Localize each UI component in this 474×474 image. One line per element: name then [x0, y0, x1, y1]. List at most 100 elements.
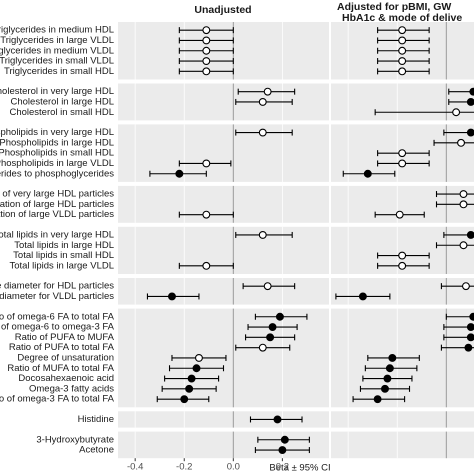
- panel-title: Unadjusted: [194, 4, 251, 16]
- point-estimate: [398, 57, 407, 65]
- row-label: rage diameter for VLDL particles: [0, 291, 114, 302]
- point-estimate: [202, 210, 211, 219]
- point-estimate: [381, 384, 389, 393]
- point-estimate: [466, 98, 474, 106]
- row-label: Total lipids in large VLDL: [9, 260, 114, 271]
- point-estimate: [385, 364, 394, 373]
- point-estimate: [202, 46, 211, 55]
- row-label: Omega-3 fatty acids: [29, 383, 114, 394]
- row-label: Cholesterol in very large HDL: [0, 86, 114, 97]
- point-estimate: [258, 231, 267, 239]
- point-estimate: [278, 446, 287, 454]
- panel-background: [118, 431, 329, 459]
- panel-background: [331, 278, 474, 305]
- row-label: rtion of very large HDL particles: [0, 189, 114, 200]
- row-label: Phospholipids in large HDL: [0, 137, 114, 148]
- row-label: Triglycerides in medium HDL: [0, 25, 114, 36]
- point-estimate: [202, 36, 211, 45]
- point-estimate: [195, 354, 203, 362]
- point-estimate: [398, 261, 407, 270]
- row-label: Cholesterol in small HDL: [9, 107, 114, 118]
- panel-background: [331, 411, 474, 428]
- row-label: Ratio of PUFA to total FA: [9, 342, 115, 353]
- row-label: Phospholipids in small HDL: [0, 148, 114, 159]
- point-estimate: [363, 169, 372, 178]
- point-estimate: [457, 138, 465, 147]
- row-label: Total lipids in very large HDL: [0, 229, 114, 240]
- panel-background: [118, 124, 329, 182]
- point-estimate: [459, 200, 468, 209]
- row-label: Cholesterol in large HDL: [11, 96, 115, 107]
- row-label: Ratio of PUFA to MUFA: [15, 332, 115, 343]
- point-estimate: [398, 67, 407, 76]
- point-estimate: [452, 108, 461, 117]
- point-estimate: [185, 384, 194, 393]
- point-estimate: [202, 159, 211, 168]
- row-label: Ratio of omega-6 to omega-3 FA: [0, 322, 115, 333]
- point-estimate: [466, 128, 474, 137]
- point-estimate: [398, 36, 407, 45]
- row-label: Phospholipids in large VLDL: [0, 158, 114, 169]
- point-estimate: [466, 323, 474, 331]
- point-estimate: [395, 210, 404, 219]
- point-estimate: [263, 87, 272, 96]
- point-estimate: [258, 343, 267, 352]
- point-estimate: [383, 374, 392, 383]
- row-label: Triglycerides in medium VLDL: [0, 45, 114, 56]
- point-estimate: [275, 312, 284, 321]
- row-label: 3-Hydroxybutyrate: [36, 434, 114, 445]
- point-estimate: [469, 87, 474, 96]
- row-label: lycerides to phosphoglycerides: [0, 168, 114, 179]
- panel-background: [118, 226, 329, 274]
- row-label: Ratio of omega-3 FA to total FA: [0, 394, 115, 405]
- row-label: Total lipids in small HDL: [13, 250, 114, 261]
- x-tick-label: -0.4: [127, 462, 143, 473]
- row-label: Triglycerides in small VLDL: [0, 56, 114, 67]
- point-estimate: [266, 333, 275, 342]
- point-estimate: [202, 67, 211, 76]
- row-label: Triglycerides in small HDL: [4, 66, 114, 77]
- point-estimate: [180, 395, 189, 404]
- panel-title: Adjusted for pBMI, GW: [337, 1, 451, 13]
- point-estimate: [273, 415, 282, 424]
- point-estimate: [398, 46, 407, 55]
- point-estimate: [202, 26, 211, 35]
- point-estimate: [268, 323, 277, 331]
- x-axis-title: Beta ± 95% CI: [269, 463, 330, 474]
- row-label: Ratio of MUFA to total FA: [7, 363, 114, 374]
- point-estimate: [459, 241, 468, 250]
- point-estimate: [280, 435, 289, 444]
- panel-background: [118, 83, 329, 121]
- point-estimate: [202, 261, 211, 270]
- point-estimate: [398, 149, 407, 158]
- x-tick-label: -0.2: [176, 462, 192, 473]
- point-estimate: [358, 292, 367, 301]
- point-estimate: [459, 190, 468, 199]
- row-label: Triglycerides in large VLDL: [0, 35, 114, 46]
- point-estimate: [466, 231, 474, 239]
- row-label: Docosahexaenoic acid: [18, 373, 114, 384]
- row-label: Degree of unsaturation: [17, 352, 114, 363]
- point-estimate: [388, 354, 397, 362]
- row-label: Phospholipids in very large HDL: [0, 127, 114, 138]
- point-estimate: [258, 97, 267, 106]
- point-estimate: [398, 26, 407, 35]
- row-label: entration of large VLDL particles: [0, 209, 114, 220]
- point-estimate: [168, 292, 176, 301]
- panel-background: [118, 185, 329, 223]
- row-label: entration of large HDL particles: [0, 199, 114, 210]
- point-estimate: [373, 395, 382, 404]
- x-tick-label: 0.2: [276, 462, 289, 473]
- point-estimate: [258, 128, 267, 137]
- point-estimate: [398, 251, 407, 260]
- panel-title: HbA1c & mode of delive: [342, 12, 462, 24]
- panel-background: [118, 278, 329, 305]
- row-label: Histidine: [78, 414, 114, 425]
- point-estimate: [464, 343, 473, 352]
- point-estimate: [187, 374, 196, 383]
- point-estimate: [466, 333, 474, 342]
- point-estimate: [469, 312, 474, 321]
- point-estimate: [175, 169, 184, 178]
